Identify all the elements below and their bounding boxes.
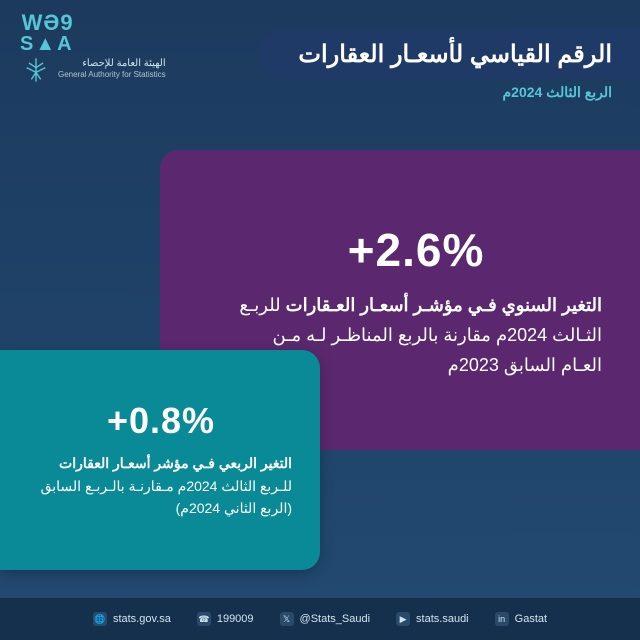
org-name: الهيئة العامة للإحصاء General Authority … bbox=[58, 58, 166, 80]
footer-item-1: ☎ 199009 bbox=[197, 612, 254, 626]
footer-item-3: ▶ stats.saudi bbox=[396, 612, 469, 626]
footer-label: @Stats_Saudi bbox=[300, 613, 371, 625]
spa-logo: WƏ9 S▲A bbox=[20, 12, 74, 54]
footer-label: stats.gov.sa bbox=[113, 613, 171, 625]
period-subtitle: الربع الثالث 2024م bbox=[503, 84, 613, 101]
quarterly-change-panel: +0.8% التغير الربعي فـي مؤشر أسعـار العق… bbox=[0, 350, 320, 570]
infographic-canvas: WƏ9 S▲A الهيئة العامة للإحصاء General Au… bbox=[0, 0, 640, 640]
footer-label: stats.saudi bbox=[416, 613, 469, 625]
footer-icon: 𝕏 bbox=[280, 612, 294, 626]
footer-label: 199009 bbox=[217, 613, 254, 625]
footer-item-4: in Gastat bbox=[495, 612, 547, 626]
page-title: الرقم القياسي لأسعـار العقارات bbox=[258, 30, 640, 79]
org-name-ar: الهيئة العامة للإحصاء bbox=[58, 58, 166, 70]
org-name-en: General Authority for Statistics bbox=[58, 70, 166, 80]
logo-line1: WƏ9 bbox=[20, 12, 74, 34]
logo-line2: S▲A bbox=[20, 34, 74, 54]
footer-icon: ▶ bbox=[396, 612, 410, 626]
annual-change-value: +2.6% bbox=[230, 223, 602, 277]
footer-item-0: 🌐 stats.gov.sa bbox=[93, 612, 171, 626]
header: WƏ9 S▲A الهيئة العامة للإحصاء General Au… bbox=[0, 0, 640, 130]
gastat-emblem-icon bbox=[22, 56, 50, 84]
footer-label: Gastat bbox=[515, 613, 547, 625]
quarterly-change-desc: التغير الربعي فـي مؤشر أسعـار العقارات ل… bbox=[30, 452, 292, 519]
footer-item-2: 𝕏 @Stats_Saudi bbox=[280, 612, 371, 626]
footer-icon: in bbox=[495, 612, 509, 626]
footer: 🌐 stats.gov.sa ☎ 199009 𝕏 @Stats_Saudi ▶ stats.… bbox=[0, 598, 640, 640]
quarterly-change-value: +0.8% bbox=[30, 400, 292, 442]
footer-icon: 🌐 bbox=[93, 612, 107, 626]
footer-icon: ☎ bbox=[197, 612, 211, 626]
